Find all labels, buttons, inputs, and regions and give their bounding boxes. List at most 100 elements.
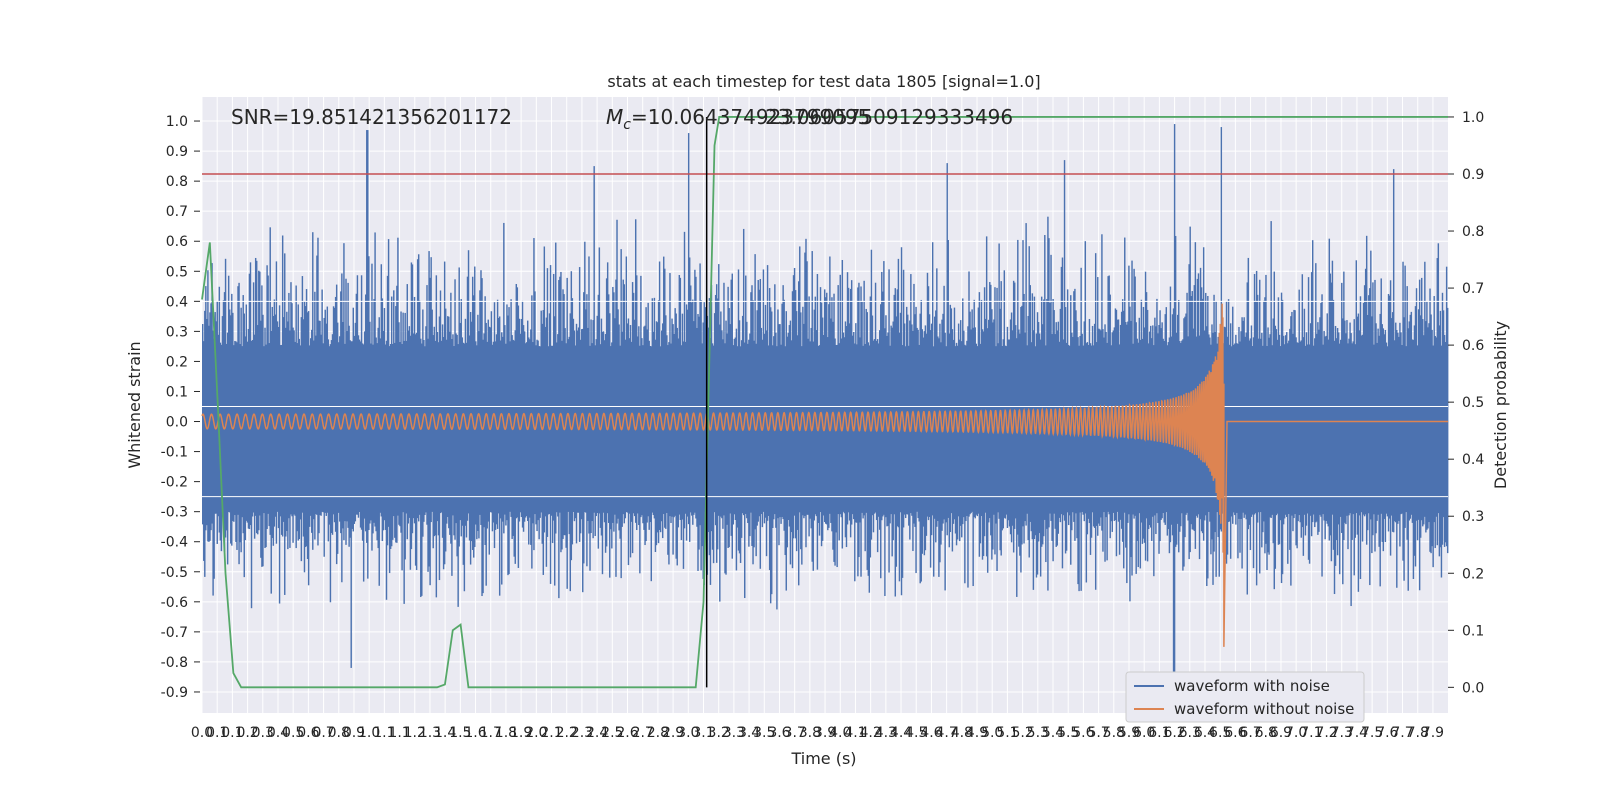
noise-bar: [498, 316, 501, 596]
noise-bar: [1437, 243, 1440, 514]
noise-bar: [1234, 343, 1236, 516]
noise-bar: [993, 319, 995, 515]
noise-bar: [539, 346, 541, 518]
noise-bar: [1364, 268, 1367, 515]
noise-bar: [1174, 235, 1177, 547]
series-waveform-without-noise: [201, 303, 1448, 647]
noise-bar: [781, 303, 783, 518]
noise-bar: [850, 280, 853, 525]
noise-bar: [1125, 322, 1127, 548]
noise-bar: [682, 341, 685, 569]
y-axis-right-ticks: 0.0 0.1 0.2 0.3 0.4 0.5 0.6 0.7 0.8 0.9 1.0: [1448, 110, 1484, 696]
noise-bar: [931, 242, 934, 516]
noise-bar: [1418, 279, 1421, 591]
noise-bar: [669, 273, 671, 517]
noise-bar: [613, 292, 615, 532]
noise-bar: [750, 292, 752, 513]
x-tick-label: 6.1: [1148, 725, 1170, 741]
noise-bar: [865, 308, 867, 513]
noise-bar: [1331, 260, 1334, 515]
noise-bar: [483, 333, 485, 528]
noise-bar: [467, 250, 470, 514]
noise-bar: [951, 329, 954, 552]
noise-bar: [441, 324, 444, 538]
noise-bar: [358, 339, 361, 512]
noise-bar: [585, 309, 587, 513]
noise-bar: [1256, 294, 1259, 523]
noise-bar: [438, 316, 441, 581]
noise-bar: [347, 282, 349, 528]
x-tick-label: 6.5: [1209, 725, 1231, 741]
noise-bar: [763, 333, 766, 524]
noise-bar: [328, 346, 331, 525]
x-tick-label: 7.2: [1315, 725, 1337, 741]
noise-bar: [847, 287, 850, 513]
noise-bar: [548, 313, 551, 514]
noise-bar: [1375, 323, 1377, 534]
noise-bar: [795, 311, 798, 552]
noise-bar: [520, 318, 523, 518]
noise-bar: [1189, 226, 1191, 553]
noise-bar: [819, 287, 822, 513]
noise-bar: [1272, 318, 1274, 544]
noise-bar: [1373, 344, 1375, 515]
noise-bar: [866, 312, 868, 570]
y-right-tick-label: 0.9: [1462, 167, 1484, 183]
noise-bar: [760, 327, 763, 515]
noise-bar: [980, 299, 983, 517]
noise-bar: [1155, 326, 1157, 535]
noise-bar: [1066, 289, 1069, 513]
noise-bar: [1434, 335, 1436, 549]
noise-bar: [964, 344, 966, 584]
noise-bar: [500, 340, 502, 519]
noise-bar: [1376, 342, 1378, 521]
noise-bar: [1306, 344, 1309, 514]
x-tick-label: 1.7: [480, 725, 502, 741]
noise-bar: [550, 345, 553, 516]
noise-bar: [369, 321, 371, 524]
noise-bar: [1383, 334, 1386, 519]
noise-bar: [330, 340, 333, 533]
noise-bar: [948, 333, 950, 548]
noise-bar: [995, 346, 997, 524]
noise-bar: [1227, 299, 1230, 522]
noise-bar: [1310, 272, 1313, 537]
noise-bar: [821, 317, 824, 541]
noise-bar: [1136, 338, 1138, 541]
noise-bar: [273, 299, 276, 527]
noise-bar: [1008, 339, 1011, 527]
noise-bar: [845, 326, 848, 548]
noise-bar: [733, 338, 736, 515]
noise-bar: [367, 130, 369, 579]
noise-bar: [936, 268, 938, 527]
x-tick-label: 7.6: [1376, 725, 1398, 741]
noise-bar: [384, 344, 387, 530]
noise-bar: [428, 251, 430, 567]
noise-bar: [1053, 310, 1055, 514]
noise-bar: [1442, 310, 1445, 518]
y-left-tick-label: 0.0: [166, 415, 188, 431]
noise-bar: [1129, 306, 1131, 602]
noise-bar: [528, 337, 530, 545]
noise-bar: [1309, 323, 1312, 516]
noise-bar: [346, 331, 348, 522]
noise-bar: [382, 330, 385, 531]
noise-bar: [822, 334, 825, 516]
noise-bar: [1349, 322, 1351, 514]
noise-bar: [725, 320, 727, 575]
y-right-tick-label: 0.4: [1462, 452, 1484, 468]
x-tick-label: 4.4: [890, 725, 912, 741]
noise-bar: [1432, 345, 1434, 568]
noise-bar: [1326, 313, 1328, 524]
noise-bar: [568, 336, 570, 535]
noise-bar: [224, 258, 227, 538]
noise-bar: [218, 286, 221, 533]
noise-bar: [715, 284, 718, 563]
noise-bar: [1293, 309, 1295, 519]
noise-bar: [1337, 332, 1340, 525]
noise-bar: [1235, 334, 1237, 525]
noise-bar: [1105, 331, 1107, 518]
noise-bar: [1322, 344, 1324, 515]
noise-bar: [1034, 346, 1037, 536]
noise-bar: [1226, 336, 1229, 555]
